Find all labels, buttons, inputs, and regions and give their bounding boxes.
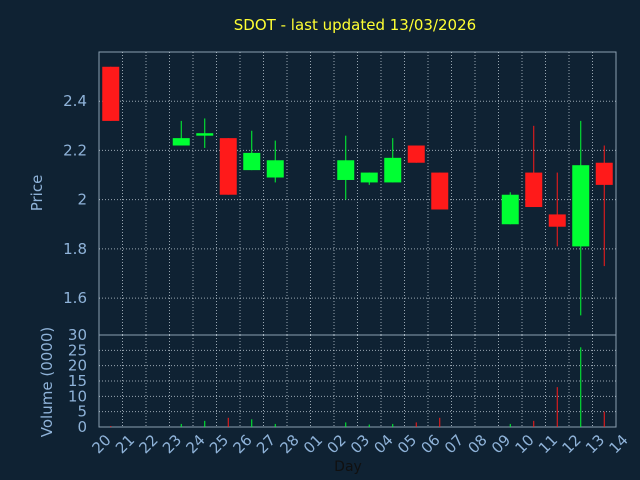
x-tick-label: 02 (324, 431, 350, 457)
x-tick-label: 28 (277, 431, 303, 457)
x-tick-label: 06 (418, 431, 444, 457)
volume-axis-label: Volume (0000) (38, 327, 56, 437)
price-grid (99, 52, 616, 335)
x-tick-label: 25 (206, 431, 232, 457)
candle-body-up (266, 160, 284, 178)
chart-title: SDOT - last updated 13/03/2026 (234, 16, 476, 34)
x-tick-label: 26 (230, 431, 256, 457)
x-tick-label: 14 (606, 431, 632, 457)
x-tick-label: 20 (89, 431, 115, 457)
candle-body-up (243, 152, 261, 171)
x-axis-label: Day (334, 459, 362, 475)
volume-tick-label: 10 (68, 387, 87, 405)
candles (102, 66, 613, 316)
price-tick-label: 2.2 (63, 141, 87, 159)
x-tick-label: 22 (136, 431, 162, 457)
candle-body-down (219, 138, 237, 195)
volume-tick-label: 25 (68, 341, 87, 359)
x-tick-label: 23 (159, 431, 185, 457)
x-tick-label: 13 (582, 431, 608, 457)
x-tick-label: 11 (535, 431, 561, 457)
candle-body-down (431, 172, 449, 210)
candle-body-down (102, 66, 120, 121)
x-tick-labels: 2021222324252627280102030405060708091011… (89, 431, 632, 457)
x-tick-label: 05 (394, 431, 420, 457)
price-tick-labels: 1.6 1.8 2 2.2 2.4 (63, 92, 87, 307)
candle-body-up (172, 138, 190, 146)
candle-body-down (525, 172, 543, 208)
volume-tick-label: 20 (68, 357, 87, 375)
candle-body-up (384, 157, 402, 183)
x-tick-label: 08 (465, 431, 491, 457)
volume-tick-label: 15 (68, 372, 87, 390)
candle-body-up (501, 194, 519, 225)
x-tick-label: 07 (441, 431, 467, 457)
candle-body-up (360, 172, 378, 183)
price-axis-label: Price (28, 175, 46, 212)
volume-bars (110, 347, 605, 427)
volume-grid (99, 335, 616, 427)
x-tick-label: 10 (512, 431, 538, 457)
x-tick-label: 12 (559, 431, 585, 457)
price-tick-label: 1.6 (63, 289, 87, 307)
x-tick-label: 21 (112, 431, 138, 457)
x-tick-label: 03 (347, 431, 373, 457)
candle-body-up (196, 133, 214, 136)
volume-tick-label: 5 (77, 403, 87, 421)
x-tick-label: 01 (300, 431, 326, 457)
x-tick-label: 27 (253, 431, 279, 457)
candle-body-down (407, 145, 425, 163)
volume-tick-label: 0 (77, 418, 87, 436)
candle-body-up (337, 160, 355, 180)
price-tick-label: 2 (77, 191, 87, 209)
price-tick-label: 2.4 (63, 92, 87, 110)
volume-tick-label: 30 (68, 326, 87, 344)
x-tick-label: 24 (183, 431, 209, 457)
x-tick-label: 04 (371, 431, 397, 457)
candle-body-up (572, 165, 590, 247)
candle-body-down (548, 214, 566, 227)
x-tick-label: 09 (488, 431, 514, 457)
candle-body-down (595, 162, 613, 185)
price-tick-label: 1.8 (63, 240, 87, 258)
